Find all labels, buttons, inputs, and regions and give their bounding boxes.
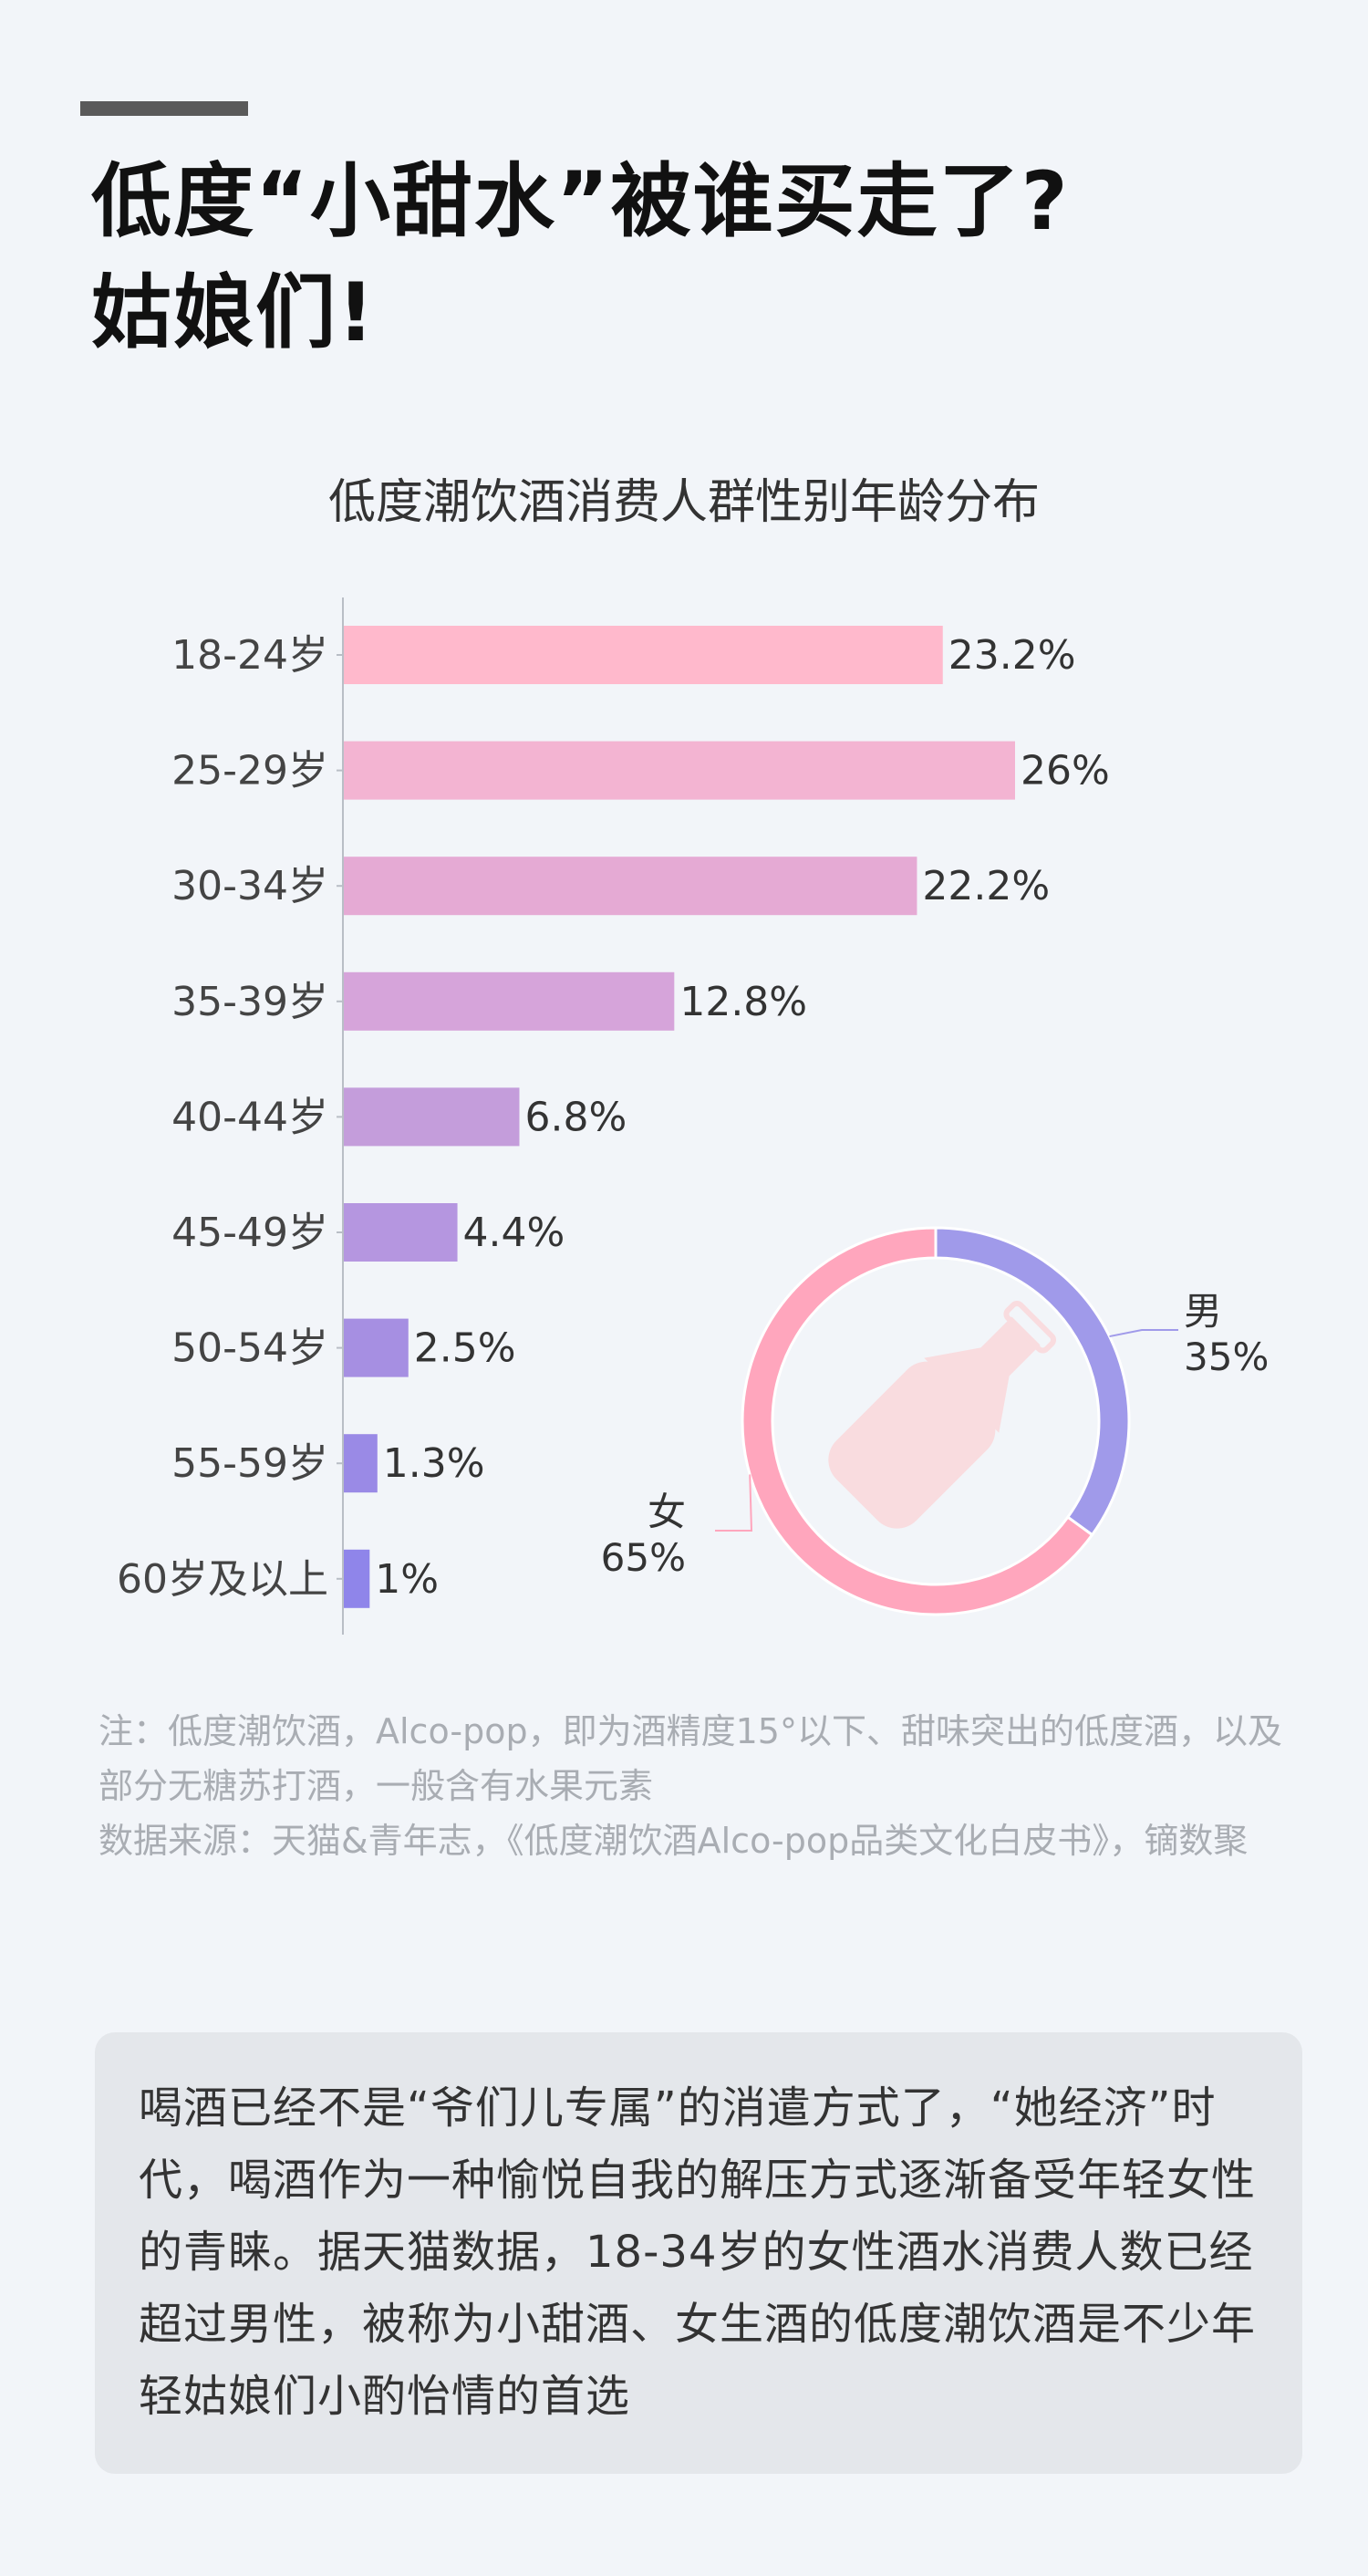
summary-card: 喝酒已经不是“爷们儿专属”的消遣方式了，“她经济”时代，喝酒作为一种愉悦自我的解…	[95, 2032, 1302, 2474]
donut-leader-line	[715, 1474, 753, 1532]
donut-leader-line	[1109, 1329, 1178, 1338]
note-source: 数据来源：天猫&青年志，《低度潮饮酒Alco-pop品类文化白皮书》，镝数聚	[98, 1821, 1249, 1861]
category-label: 25-29岁	[171, 748, 328, 795]
chart-note: 注：低度潮饮酒，Alco-pop，即为酒精度15°以下、甜味突出的低度酒，以及部…	[98, 1704, 1302, 1868]
bar	[344, 1087, 520, 1147]
bar	[344, 1434, 378, 1493]
bar	[344, 1203, 458, 1262]
category-label: 40-44岁	[171, 1094, 328, 1140]
category-label: 45-49岁	[171, 1210, 328, 1256]
chart-title: 低度潮饮酒消费人群性别年龄分布	[327, 475, 1040, 530]
category-label: 50-54岁	[171, 1325, 328, 1372]
bar-value-label: 2.5%	[414, 1325, 516, 1372]
bar-chart: 18-24岁 23.2% 25-29岁 26% 30-34岁 22.2% 35-39岁 12.…	[117, 626, 1110, 1608]
donut-slice	[741, 1226, 1094, 1616]
bar-value-label: 26%	[1021, 748, 1110, 795]
bar-value-label: 6.8%	[524, 1094, 627, 1140]
bar-value-label: 1.3%	[383, 1440, 485, 1487]
bar-value-label: 4.4%	[463, 1210, 565, 1256]
bar-value-label: 1%	[375, 1556, 439, 1603]
donut-value-label: 35%	[1184, 1335, 1269, 1379]
bar-value-label: 22.2%	[922, 863, 1050, 909]
bar	[344, 1318, 409, 1377]
donut-value-label: 65%	[601, 1535, 686, 1580]
accent-bar	[80, 101, 248, 116]
bar	[344, 626, 943, 684]
headline-line-2: 姑娘们!	[91, 265, 377, 359]
gender-donut-chart: 男35% 女65%	[601, 1226, 1269, 1616]
donut-category-label: 男	[1184, 1289, 1222, 1334]
bar-value-label: 12.8%	[679, 979, 807, 1025]
note-definition: 注：低度潮饮酒，Alco-pop，即为酒精度15°以下、甜味突出的低度酒，以及部…	[98, 1711, 1282, 1806]
category-label: 55-59岁	[171, 1440, 328, 1487]
bar	[344, 741, 1015, 800]
summary-text: 喝酒已经不是“爷们儿专属”的消遣方式了，“她经济”时代，喝酒作为一种愉悦自我的解…	[139, 2083, 1257, 2422]
bar	[344, 971, 675, 1031]
category-label: 18-24岁	[171, 632, 328, 679]
headline-line-1: 低度“小甜水”被谁买走了?	[91, 154, 1070, 248]
category-label: 60岁及以上	[117, 1556, 328, 1603]
bar-value-label: 23.2%	[948, 632, 1076, 679]
donut-category-label: 女	[648, 1490, 686, 1534]
bar	[344, 857, 917, 916]
category-label: 30-34岁	[171, 863, 328, 909]
bottle-icon	[828, 1300, 1057, 1529]
headline: 低度“小甜水”被谁买走了? 姑娘们!	[91, 146, 1070, 369]
bar	[344, 1549, 370, 1608]
age-gender-chart: 18-24岁 23.2% 25-29岁 26% 30-34岁 22.2% 35-39岁 12.…	[117, 597, 1269, 1635]
category-label: 35-39岁	[171, 979, 328, 1025]
